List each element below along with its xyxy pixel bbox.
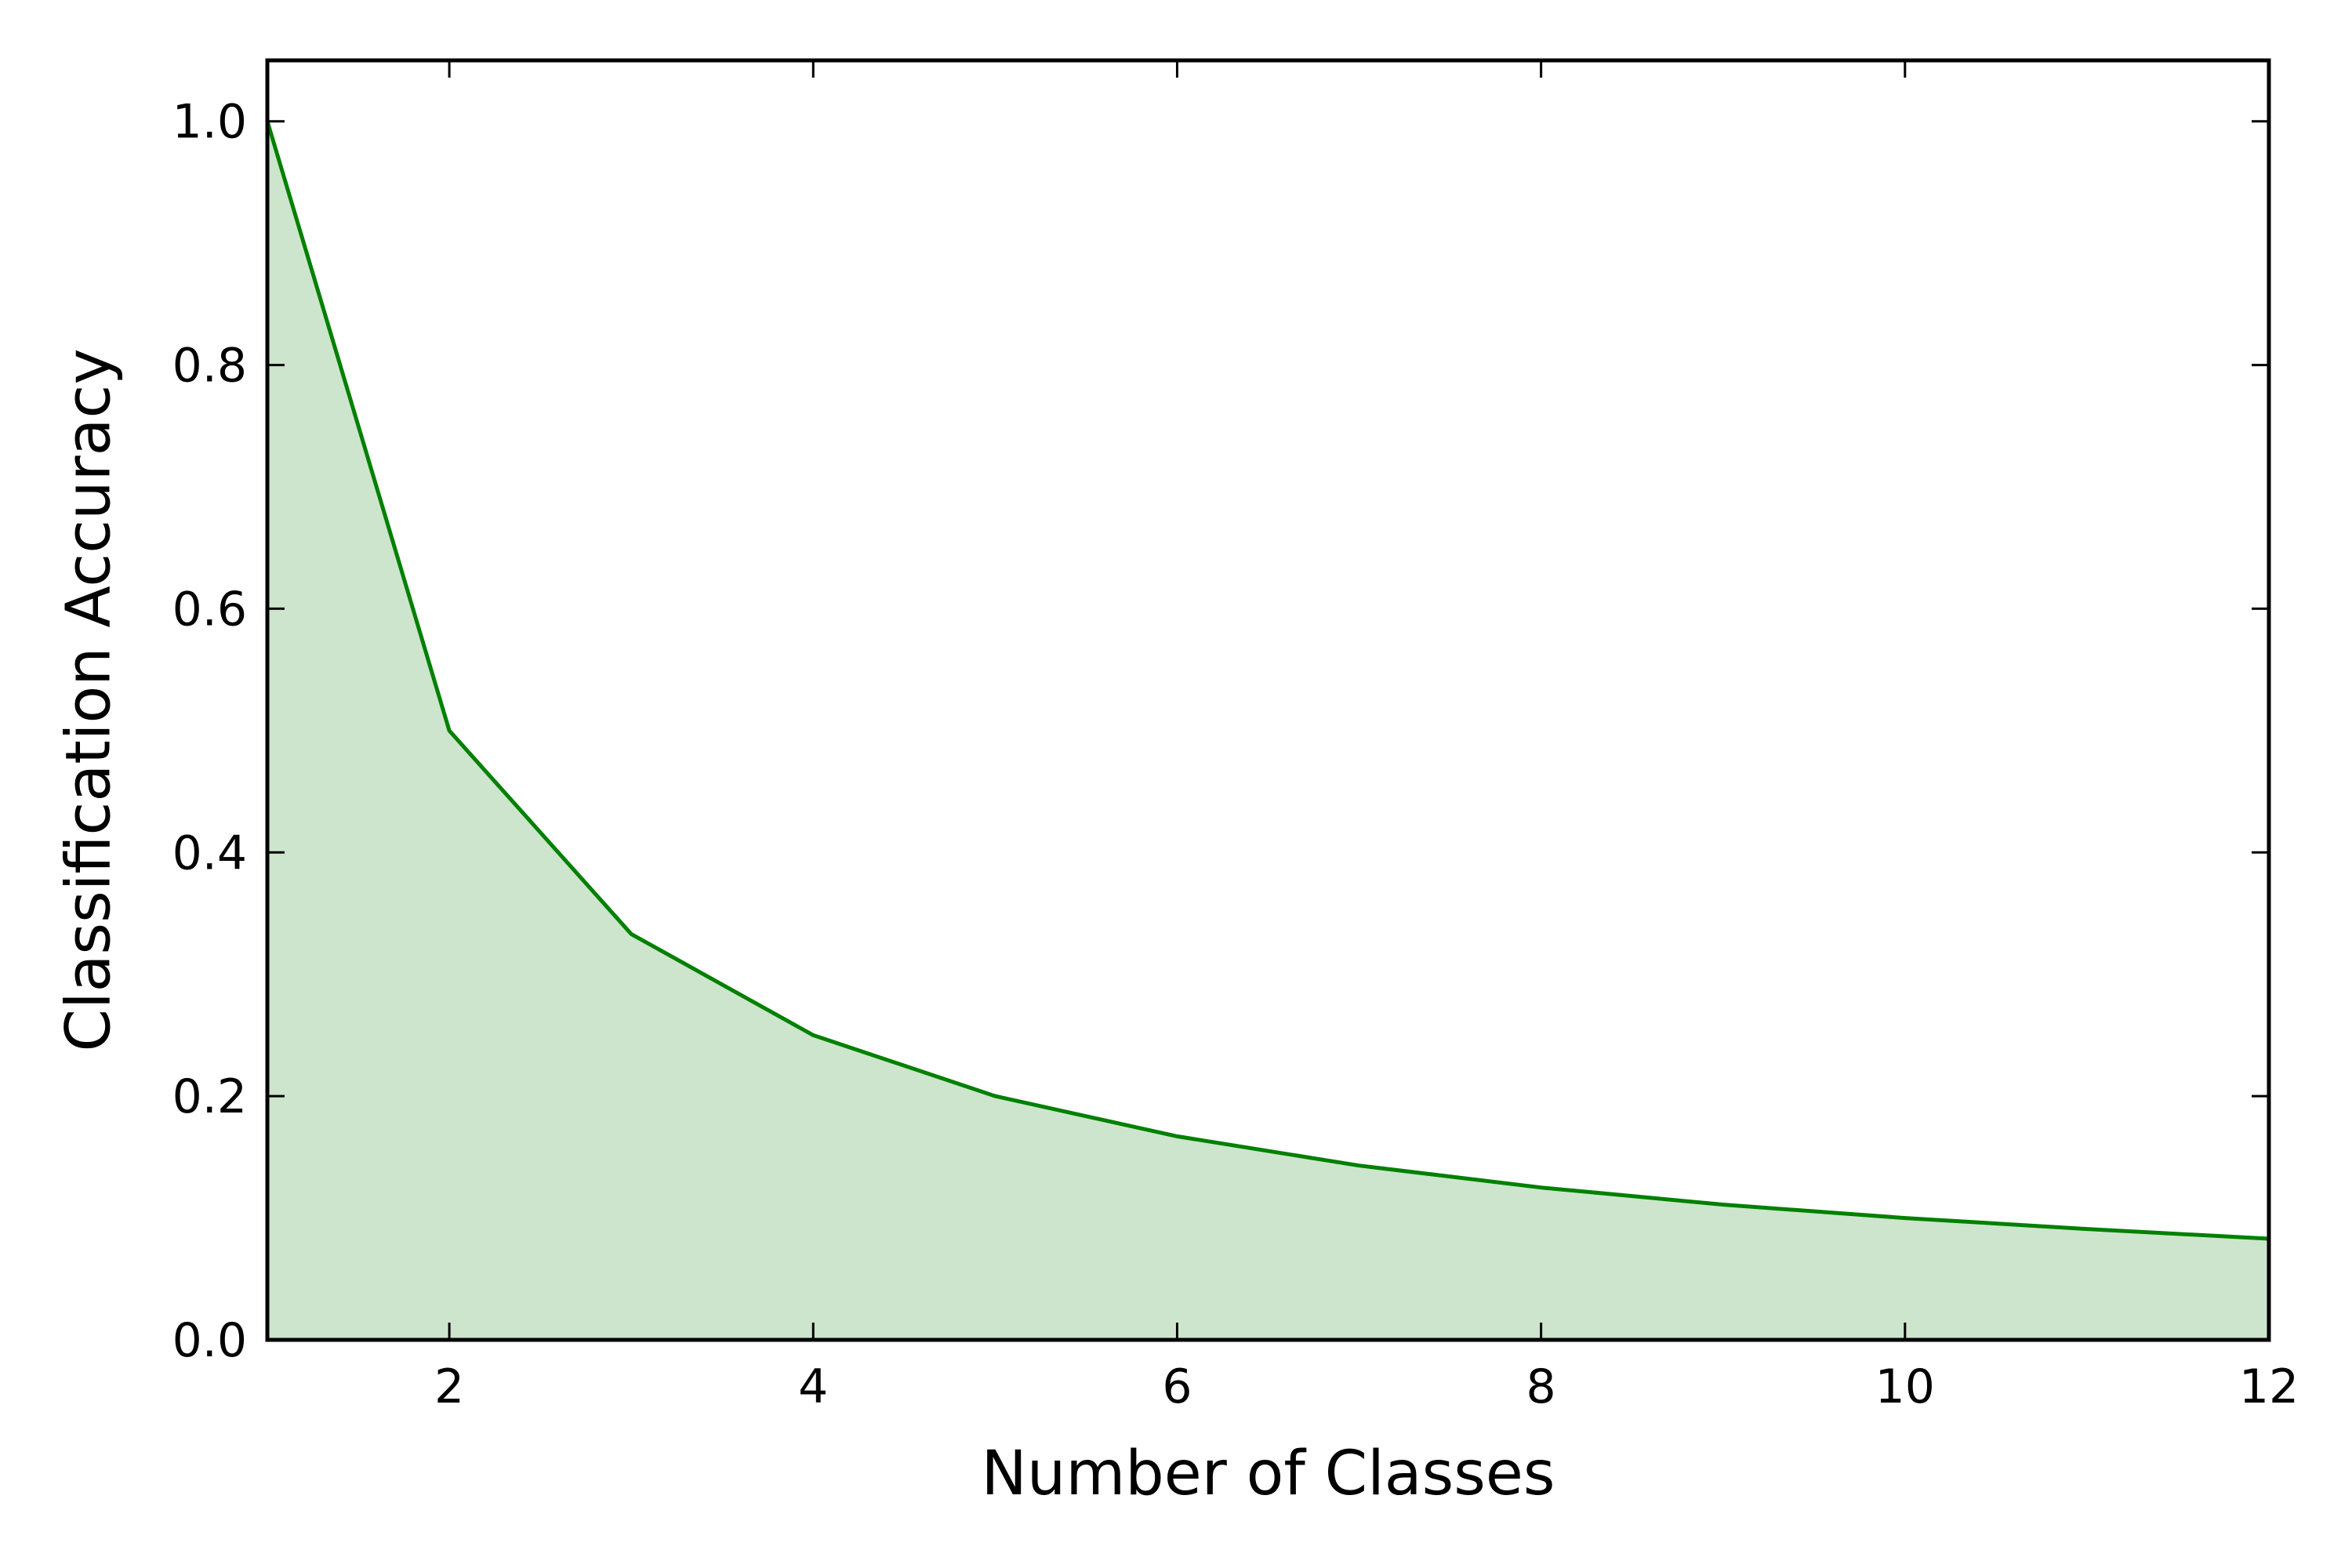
y-tick-label: 0.8 <box>172 339 247 394</box>
plot-frame <box>265 58 2271 1342</box>
plot-area <box>265 120 2270 1341</box>
x-tick-labels: 2 4 6 8 10 12 <box>434 1359 2299 1414</box>
y-axis-label: Classification Accuracy <box>53 349 124 1052</box>
x-tick-label: 6 <box>1162 1359 1192 1414</box>
y-tick-label: 0.2 <box>172 1069 247 1124</box>
y-tick-label: 0.4 <box>172 826 247 880</box>
x-tick-label: 10 <box>1875 1359 1935 1414</box>
y-tick-label: 0.6 <box>172 582 247 637</box>
y-tick-labels: 0.0 0.2 0.4 0.6 0.8 1.0 <box>172 95 247 1368</box>
x-tick-label: 8 <box>1526 1359 1556 1414</box>
y-tick-label: 0.0 <box>172 1313 247 1368</box>
area-fill <box>267 121 2269 1341</box>
x-tick-label: 2 <box>434 1359 464 1414</box>
x-axis-label: Number of Classes <box>982 1439 1555 1509</box>
y-tick-label: 1.0 <box>172 95 247 150</box>
x-tick-label: 4 <box>798 1359 828 1414</box>
x-tick-label: 12 <box>2239 1359 2299 1414</box>
series-line <box>265 120 2270 1241</box>
